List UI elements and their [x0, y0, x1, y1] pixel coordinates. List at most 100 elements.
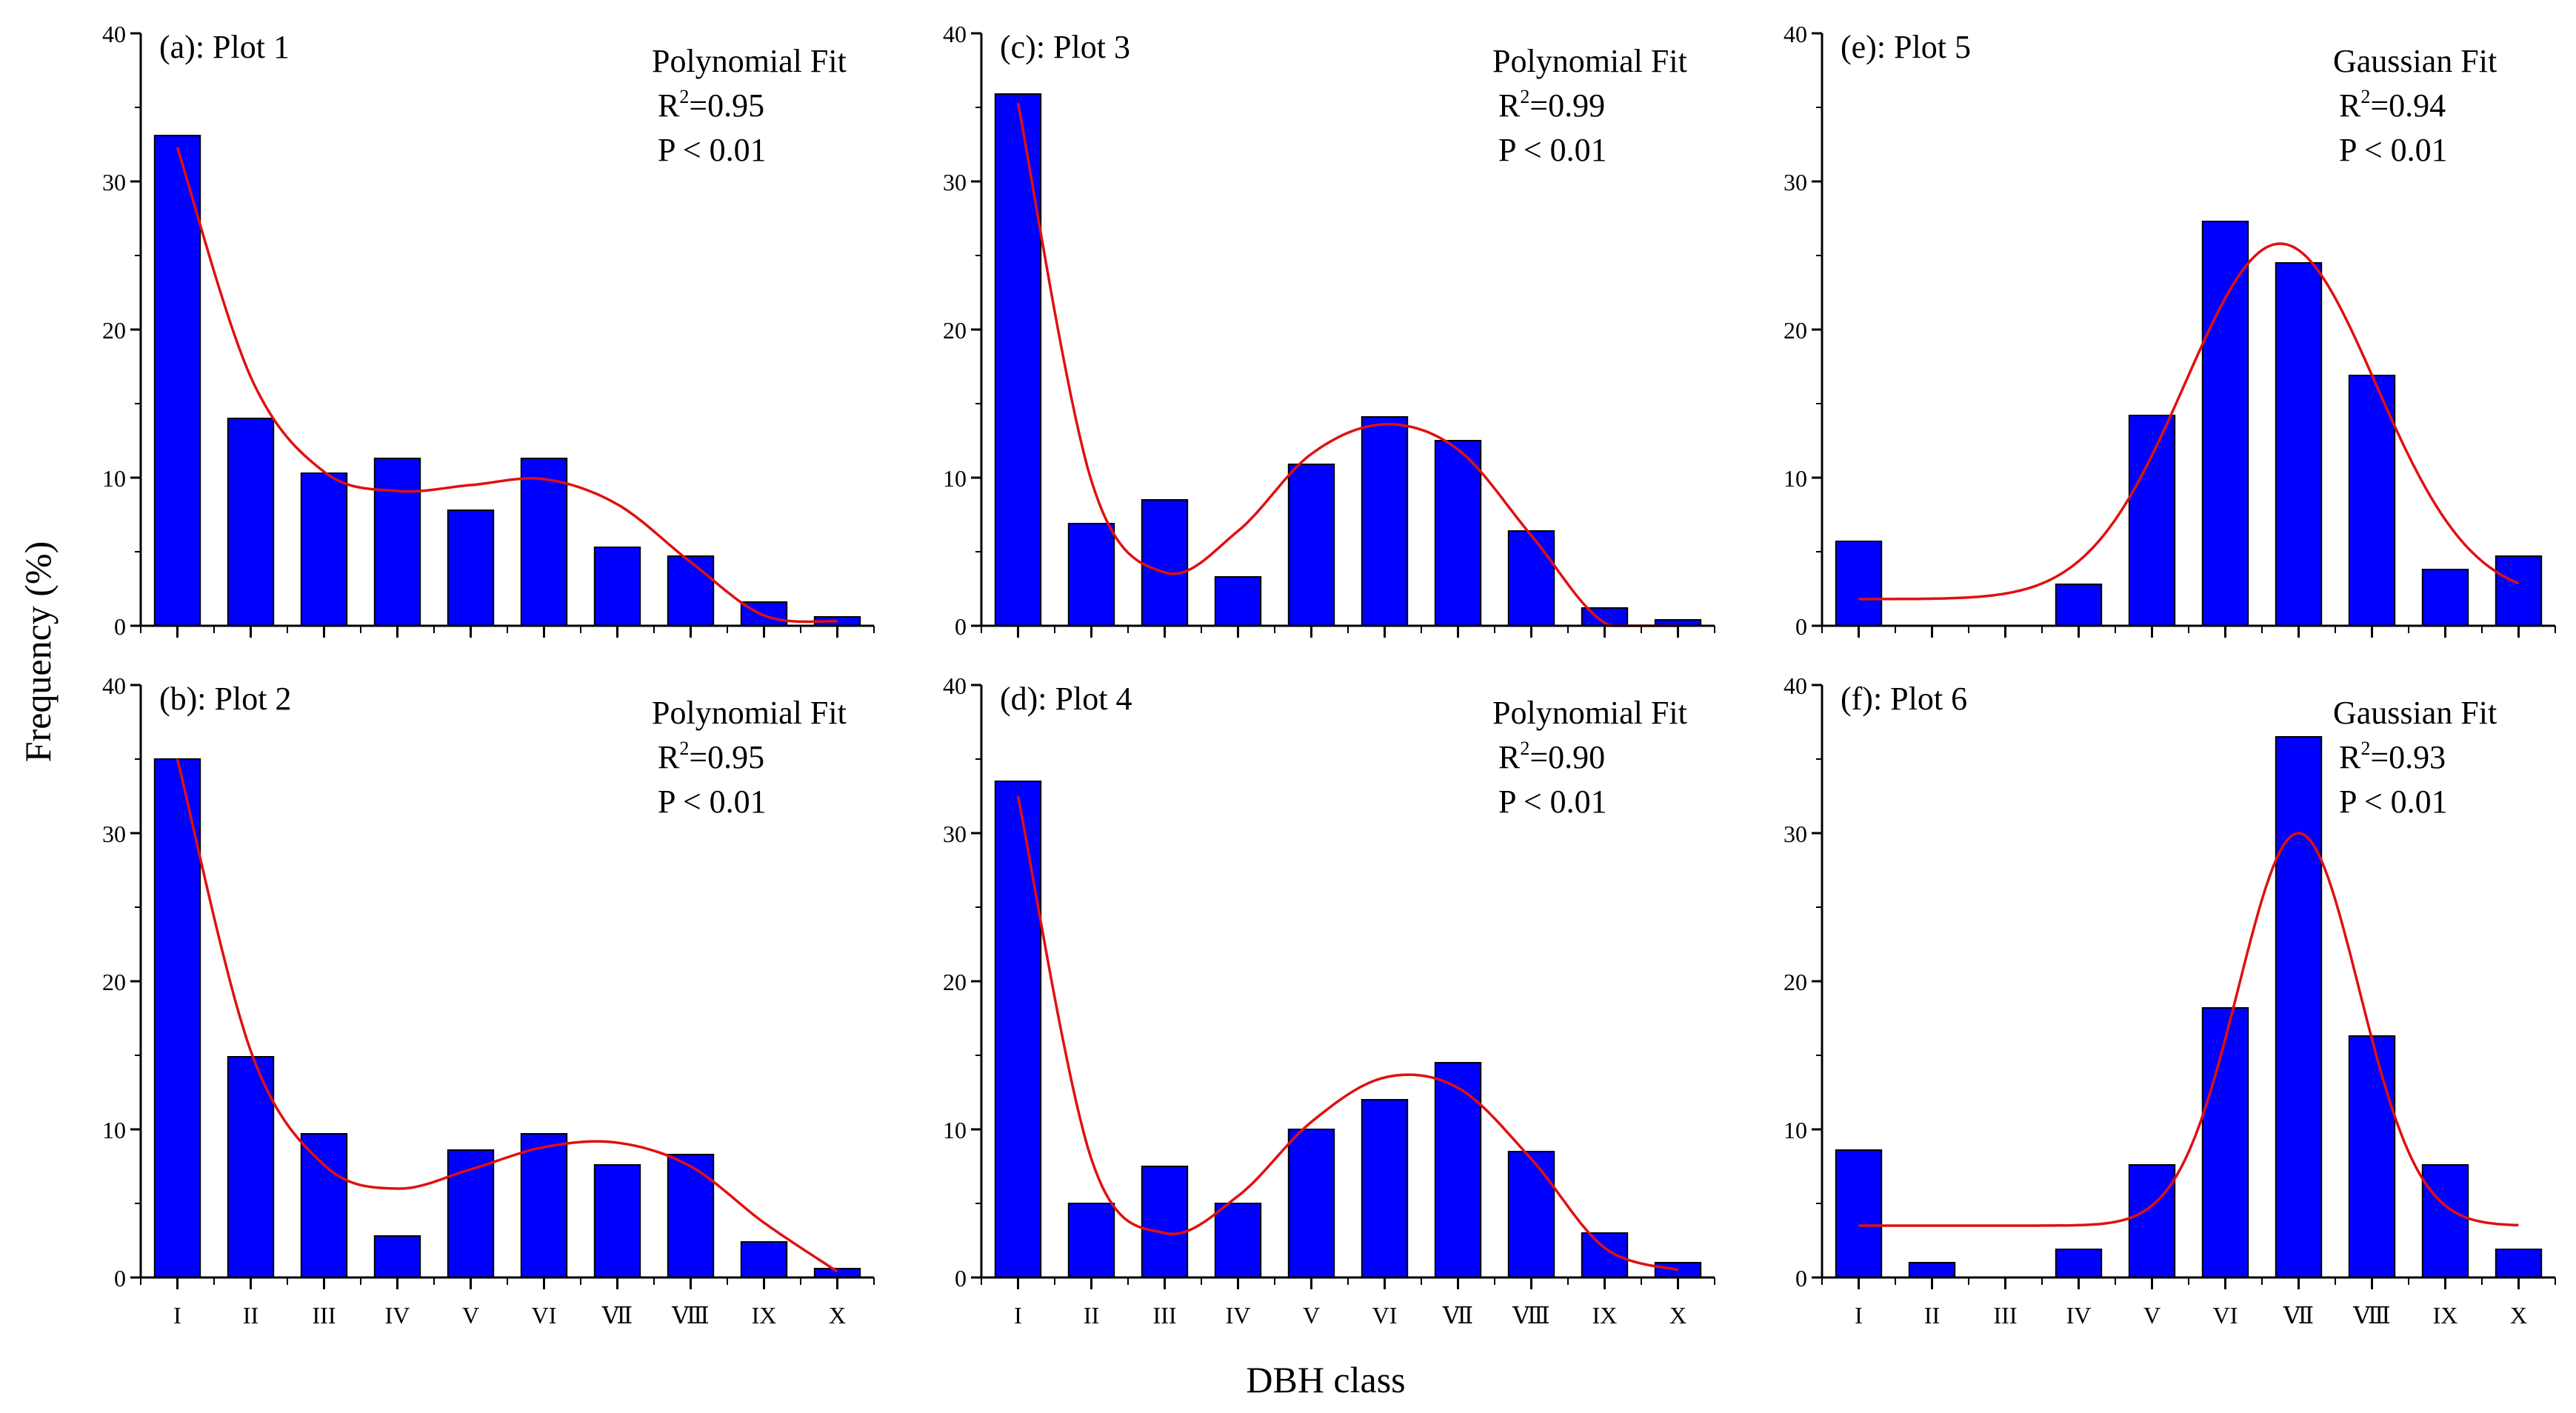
- fit-p-b: P < 0.01: [658, 784, 767, 820]
- x-tick-label-f-1: I: [1855, 1302, 1863, 1329]
- bar-b-9: [740, 1241, 788, 1278]
- bar-a-4: [373, 458, 421, 627]
- y-tick-label-e-20: 20: [1783, 317, 1807, 344]
- panel-title-e: (e): Plot 5: [1841, 29, 1971, 65]
- y-tick-label-a-20: 20: [102, 317, 126, 344]
- y-tick-label-e-30: 30: [1783, 169, 1807, 196]
- bar-b-4: [373, 1235, 421, 1278]
- bar-f-5: [2128, 1164, 2176, 1278]
- y-tick-label-b-20: 20: [102, 969, 126, 995]
- bar-e-4: [2055, 584, 2103, 627]
- y-tick-label-a-40: 40: [102, 21, 126, 47]
- fit-name-f: Gaussian Fit: [2333, 695, 2497, 731]
- y-tick-label-a-0: 0: [114, 613, 126, 640]
- y-tick-label-b-10: 10: [102, 1117, 126, 1143]
- y-tick-label-e-40: 40: [1783, 21, 1807, 47]
- x-tick-label-d-3: III: [1153, 1302, 1177, 1329]
- bar-b-5: [447, 1149, 495, 1278]
- fit-name-e: Gaussian Fit: [2333, 43, 2497, 79]
- y-tick-label-c-20: 20: [943, 317, 967, 344]
- bar-e-8: [2348, 375, 2396, 627]
- y-tick-label-f-30: 30: [1783, 821, 1807, 847]
- bar-b-10: [813, 1268, 861, 1278]
- x-tick-label-f-3: III: [1994, 1302, 2018, 1329]
- bar-a-5: [447, 510, 495, 627]
- x-axis-label: DBH class: [1246, 1359, 1405, 1400]
- bar-f-8: [2348, 1035, 2396, 1278]
- x-tick-label-b-8: Ⅷ: [671, 1302, 709, 1329]
- bar-b-7: [593, 1164, 641, 1278]
- x-tick-label-f-8: Ⅷ: [2352, 1302, 2390, 1329]
- bar-b-1: [153, 758, 201, 1278]
- fit-p-a: P < 0.01: [658, 132, 767, 168]
- x-tick-label-d-10: X: [1669, 1302, 1686, 1329]
- x-tick-label-d-6: VI: [1372, 1302, 1398, 1329]
- y-tick-label-d-10: 10: [943, 1117, 967, 1143]
- x-tick-label-d-2: II: [1084, 1302, 1099, 1329]
- bar-f-10: [2495, 1249, 2543, 1278]
- fit-r2-c: R2=0.99: [1498, 86, 1605, 124]
- bar-a-3: [300, 472, 348, 627]
- panel-title-d: (d): Plot 4: [1000, 681, 1132, 717]
- x-tick-label-b-6: VI: [532, 1302, 557, 1329]
- y-tick-label-a-10: 10: [102, 465, 126, 492]
- x-tick-label-f-4: IV: [2066, 1302, 2092, 1329]
- fit-curve-f: [1858, 832, 2519, 1227]
- x-tick-label-b-2: II: [243, 1302, 258, 1329]
- x-tick-label-b-7: Ⅶ: [601, 1302, 633, 1329]
- bar-f-7: [2275, 736, 2323, 1278]
- y-tick-label-e-0: 0: [1795, 613, 1807, 640]
- panels: 0 10 20 30 40 (a): Plot 1 Polynomial Fit R2=0.9…: [102, 21, 2556, 1329]
- panel-title-f: (f): Plot 6: [1841, 681, 1967, 717]
- fit-curve-b: [176, 758, 838, 1273]
- bar-a-7: [593, 547, 641, 627]
- x-tick-label-b-3: III: [313, 1302, 336, 1329]
- y-tick-label-b-0: 0: [114, 1265, 126, 1292]
- x-tick-label-b-10: X: [829, 1302, 846, 1329]
- fit-curve-a: [176, 147, 838, 624]
- x-tick-label-b-4: IV: [385, 1302, 410, 1329]
- bar-b-8: [667, 1154, 715, 1278]
- fit-name-c: Polynomial Fit: [1492, 43, 1687, 79]
- bar-b-6: [520, 1133, 568, 1278]
- fit-name-d: Polynomial Fit: [1492, 695, 1687, 731]
- bar-a-8: [667, 555, 715, 627]
- bar-f-2: [1908, 1262, 1956, 1278]
- y-tick-label-f-20: 20: [1783, 969, 1807, 995]
- y-tick-label-d-0: 0: [955, 1265, 967, 1292]
- bar-e-5: [2128, 415, 2176, 627]
- bar-f-4: [2055, 1249, 2103, 1278]
- bar-d-3: [1141, 1166, 1189, 1278]
- bar-e-10: [2495, 555, 2543, 627]
- panel-c: 0 10 20 30 40 (c): Plot 3 Polynomial Fit R2=0.9…: [943, 21, 1715, 640]
- bar-d-9: [1581, 1232, 1629, 1278]
- bar-e-7: [2275, 262, 2323, 627]
- bar-e-9: [2421, 569, 2469, 627]
- bar-c-3: [1141, 499, 1189, 627]
- fit-name-b: Polynomial Fit: [652, 695, 847, 731]
- fit-r2-d: R2=0.90: [1498, 738, 1605, 775]
- fit-r2-a: R2=0.95: [658, 86, 764, 124]
- bar-c-4: [1214, 576, 1262, 627]
- y-tick-label-c-0: 0: [955, 613, 967, 640]
- bar-d-4: [1214, 1203, 1262, 1278]
- bar-c-8: [1507, 530, 1555, 627]
- fit-p-e: P < 0.01: [2339, 132, 2448, 168]
- bar-c-2: [1067, 523, 1115, 627]
- bar-c-1: [994, 93, 1042, 627]
- bar-f-6: [2201, 1007, 2249, 1278]
- x-tick-label-d-5: V: [1303, 1302, 1320, 1329]
- y-tick-label-d-30: 30: [943, 821, 967, 847]
- fit-p-d: P < 0.01: [1498, 784, 1607, 820]
- x-tick-label-f-2: II: [1924, 1302, 1940, 1329]
- fit-r2-e: R2=0.94: [2339, 86, 2446, 124]
- fit-curve-c: [1016, 102, 1678, 627]
- bar-a-2: [227, 418, 275, 627]
- panel-a: 0 10 20 30 40 (a): Plot 1 Polynomial Fit R2=0.9…: [102, 21, 875, 640]
- bar-f-9: [2421, 1164, 2469, 1278]
- x-tick-label-f-10: X: [2510, 1302, 2527, 1329]
- bar-a-6: [520, 458, 568, 627]
